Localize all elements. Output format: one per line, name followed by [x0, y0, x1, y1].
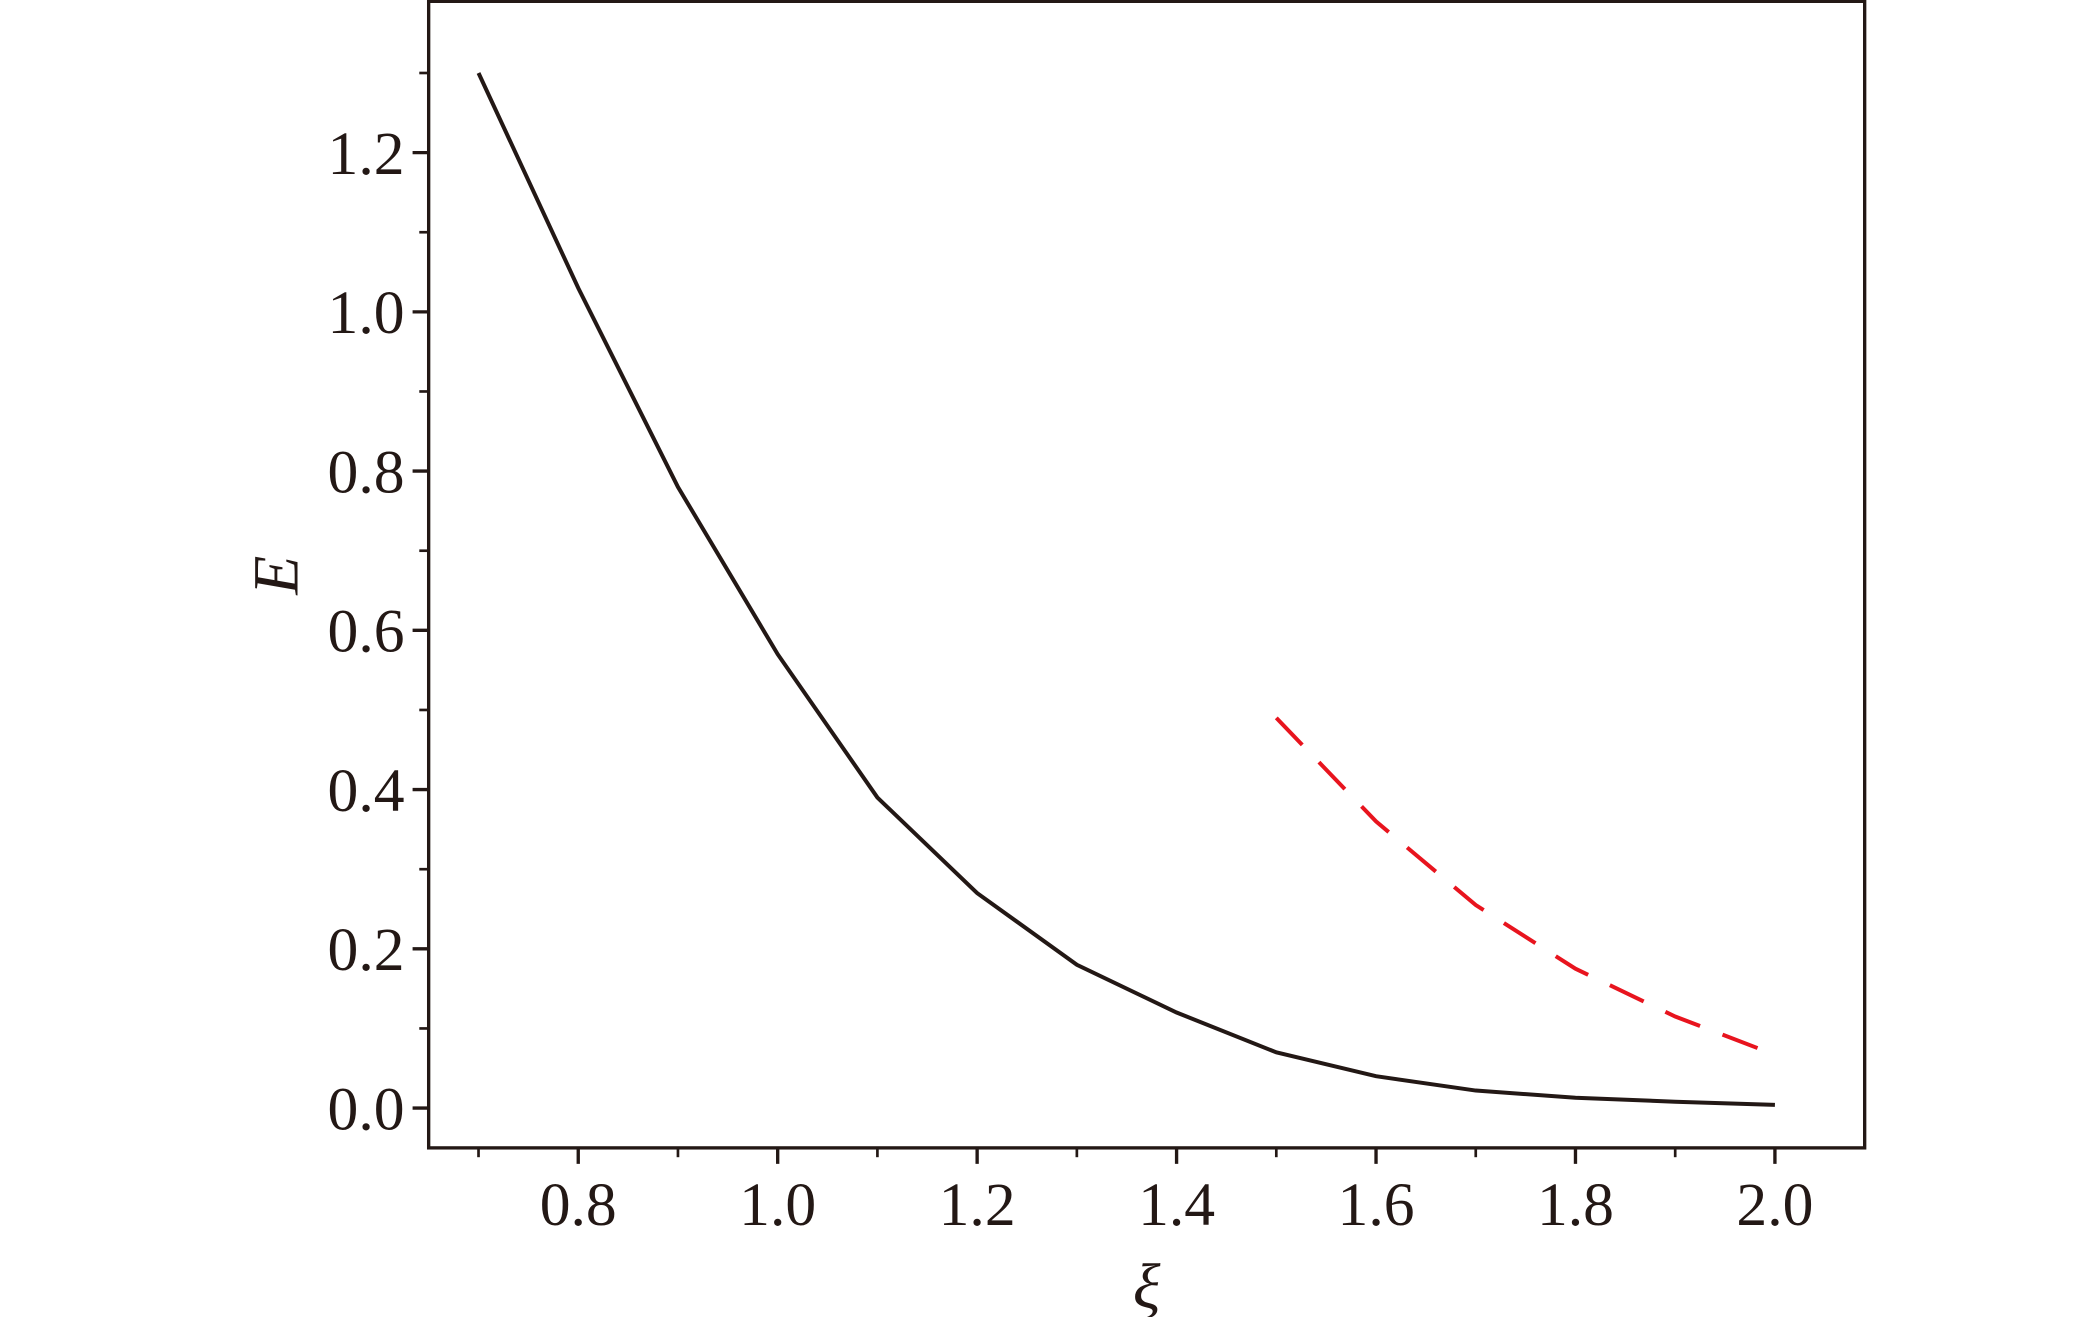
- x-tick-label: 0.8: [540, 1171, 617, 1239]
- y-tick-label: 1.0: [328, 279, 405, 347]
- y-tick-label: 0.8: [328, 439, 405, 507]
- y-tick-label: 0.6: [328, 598, 405, 666]
- y-tick-label: 0.0: [328, 1076, 405, 1144]
- y-tick-label: 0.4: [328, 757, 405, 825]
- y-axis-label: E: [240, 556, 311, 596]
- y-tick-label: 0.2: [328, 916, 405, 984]
- y-tick-label: 1.2: [328, 120, 405, 188]
- plot-frame: [426, 0, 1867, 1150]
- x-tick-label: 1.2: [939, 1171, 1016, 1239]
- x-tick-label: 2.0: [1736, 1171, 1813, 1239]
- data-line: [1274, 716, 1776, 1057]
- x-tick-label: 1.4: [1138, 1171, 1215, 1239]
- x-tick-label: 1.8: [1537, 1171, 1614, 1239]
- x-axis-label: ξ: [1133, 1251, 1161, 1317]
- data-line: [476, 72, 1775, 1107]
- x-tick-label: 1.6: [1338, 1171, 1415, 1239]
- x-tick-label: 1.0: [739, 1171, 816, 1239]
